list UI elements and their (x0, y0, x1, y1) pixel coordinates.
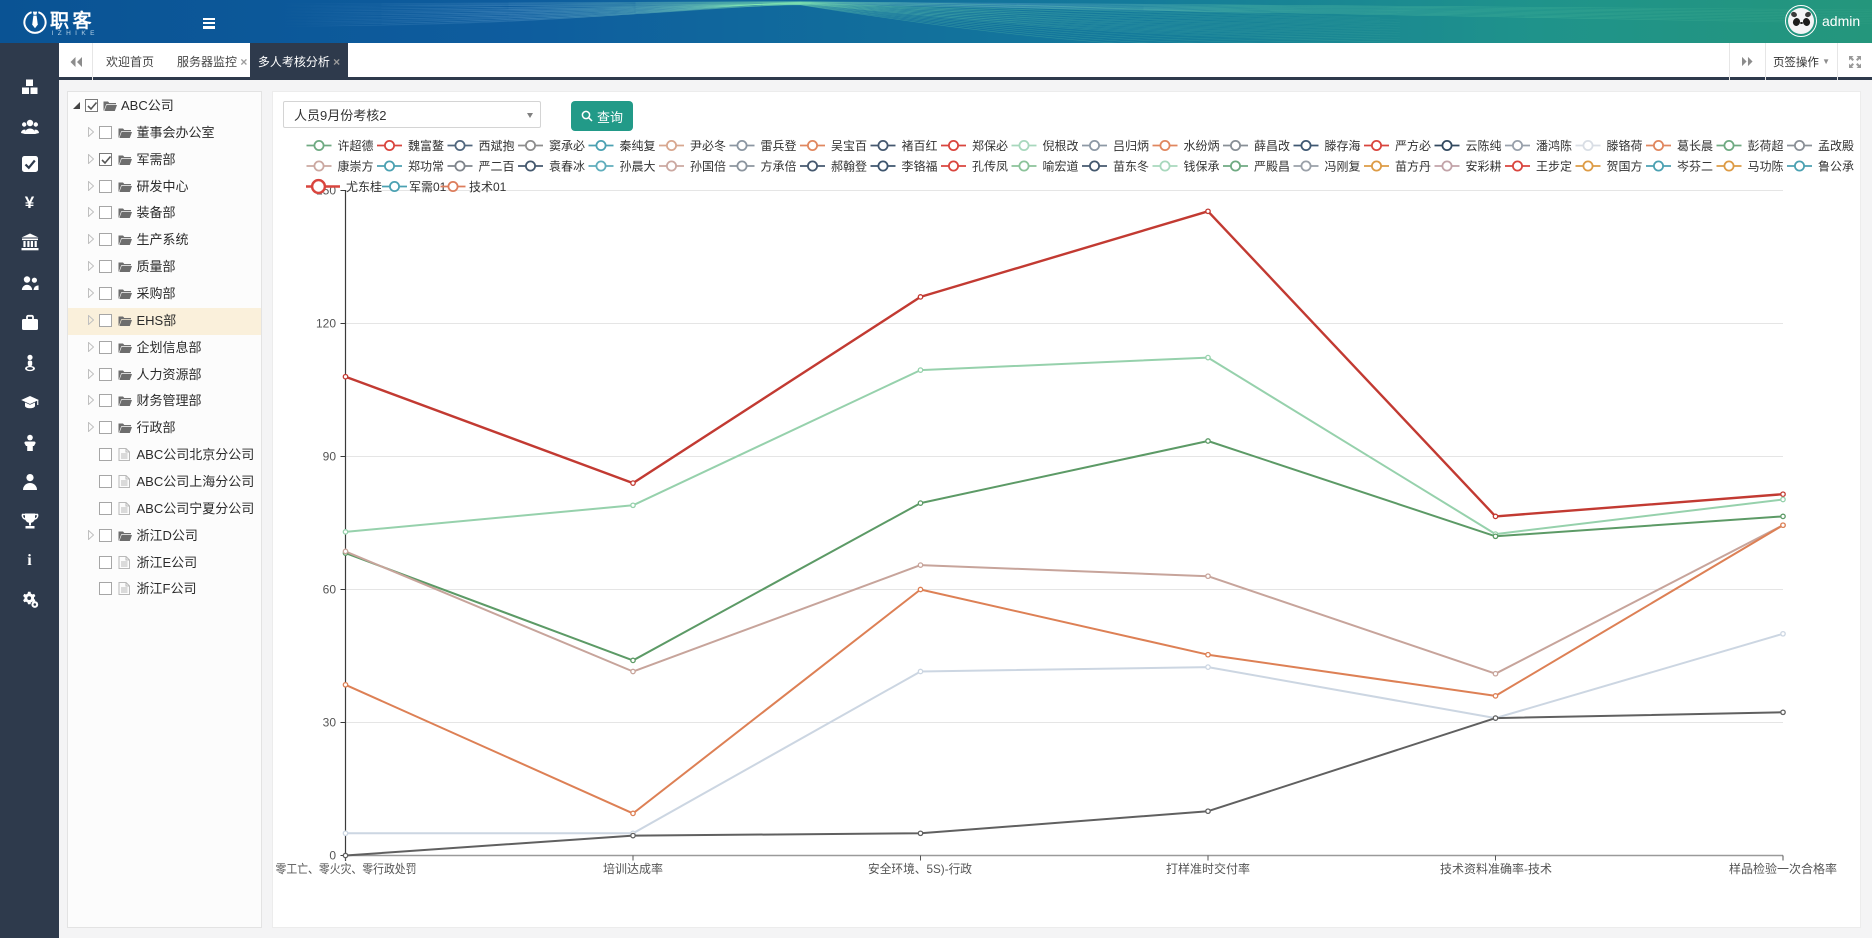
svg-text:严殿昌: 严殿昌 (1254, 159, 1290, 173)
svg-text:雷兵登: 雷兵登 (761, 138, 797, 153)
svg-text:西斌抱: 西斌抱 (479, 138, 515, 153)
svg-text:袁春冰: 袁春冰 (549, 159, 585, 173)
svg-text:滕存海: 滕存海 (1325, 138, 1361, 153)
svg-text:方承倍: 方承倍 (761, 158, 797, 173)
svg-text:潘鸿陈: 潘鸿陈 (1536, 138, 1572, 153)
svg-text:云陈纯: 云陈纯 (1466, 138, 1502, 153)
svg-text:技术01: 技术01 (469, 180, 507, 194)
svg-text:60: 60 (323, 583, 337, 597)
svg-text:窦承必: 窦承必 (549, 139, 585, 153)
svg-text:严二百: 严二百 (479, 159, 515, 173)
svg-text:康崇方: 康崇方 (338, 158, 374, 173)
svg-text:30: 30 (323, 716, 337, 730)
svg-text:岑芬二: 岑芬二 (1677, 159, 1713, 173)
svg-text:秦纯复: 秦纯复 (620, 139, 656, 153)
svg-text:孟改殿: 孟改殿 (1818, 139, 1854, 153)
svg-text:水纷炳: 水纷炳 (1184, 139, 1220, 153)
svg-text:安全环境、5S)-行政: 安全环境、5S)-行政 (868, 861, 972, 876)
svg-text:严方必: 严方必 (1395, 138, 1431, 153)
svg-text:尹必冬: 尹必冬 (690, 138, 726, 153)
svg-text:尤东桂: 尤东桂 (346, 179, 382, 194)
svg-text:0: 0 (329, 849, 336, 863)
svg-text:孔传凤: 孔传凤 (972, 158, 1008, 173)
svg-text:郑保必: 郑保必 (972, 138, 1008, 153)
svg-text:滕铬荷: 滕铬荷 (1607, 138, 1643, 153)
svg-text:彭荷超: 彭荷超 (1748, 138, 1784, 153)
svg-text:苗东冬: 苗东冬 (1113, 158, 1149, 173)
svg-text:魏富鳌: 魏富鳌 (408, 138, 444, 153)
svg-text:90: 90 (323, 450, 337, 464)
svg-text:零工亡、零火灾、零行政处罚: 零工亡、零火灾、零行政处罚 (276, 861, 417, 876)
svg-text:培训达成率: 培训达成率 (603, 861, 663, 876)
svg-text:许超德: 许超德 (338, 138, 374, 153)
svg-text:李铬福: 李铬福 (902, 158, 938, 173)
svg-text:郝翰登: 郝翰登 (831, 158, 867, 173)
svg-text:鲁公承: 鲁公承 (1818, 159, 1854, 173)
svg-text:冯刚复: 冯刚复 (1325, 159, 1361, 173)
svg-text:倪根改: 倪根改 (1043, 139, 1079, 153)
svg-text:钱保承: 钱保承 (1184, 158, 1220, 173)
svg-text:孙国倍: 孙国倍 (690, 158, 726, 173)
svg-text:薛昌改: 薛昌改 (1254, 139, 1290, 153)
svg-text:马功陈: 马功陈 (1748, 158, 1784, 173)
svg-text:孙晨大: 孙晨大 (620, 159, 656, 173)
svg-text:样品检验一次合格率: 样品检验一次合格率 (1729, 861, 1837, 876)
svg-text:120: 120 (316, 317, 336, 331)
svg-text:技术资料准确率-技术: 技术资料准确率-技术 (1440, 861, 1552, 876)
svg-text:吕归炳: 吕归炳 (1113, 139, 1149, 153)
svg-text:贺国方: 贺国方 (1607, 158, 1643, 173)
svg-text:苗方丹: 苗方丹 (1395, 158, 1431, 173)
svg-text:葛长晨: 葛长晨 (1677, 139, 1713, 153)
svg-text:吴宝百: 吴宝百 (831, 139, 867, 153)
svg-text:军需01: 军需01 (409, 180, 447, 194)
svg-text:郑功常: 郑功常 (408, 158, 444, 173)
svg-text:王步定: 王步定 (1536, 158, 1572, 173)
svg-text:喻宏道: 喻宏道 (1043, 158, 1079, 173)
svg-text:打样准时交付率: 打样准时交付率 (1166, 861, 1250, 876)
svg-text:安彩耕: 安彩耕 (1466, 158, 1502, 173)
svg-text:褚百红: 褚百红 (902, 138, 938, 153)
